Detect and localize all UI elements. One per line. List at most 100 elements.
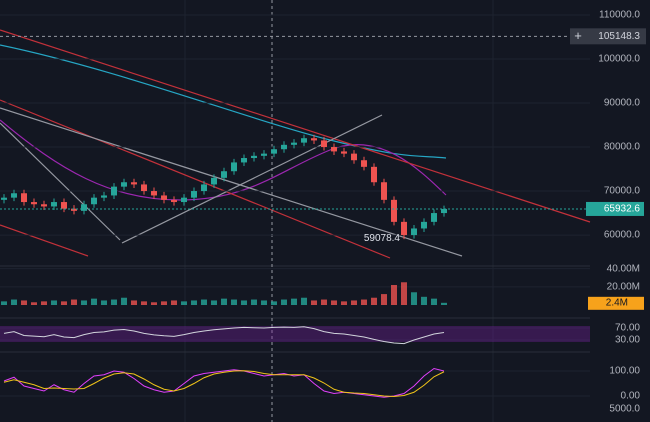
y-tick-label: 110000.0	[599, 10, 640, 21]
candle-body	[231, 162, 237, 172]
volume-bar	[251, 299, 257, 305]
candle-body	[21, 193, 27, 203]
volume-bar	[221, 298, 227, 305]
trend-line	[0, 224, 89, 257]
volume-bar	[311, 300, 317, 305]
candle-body	[341, 151, 347, 154]
y-tick-label: 5000.0	[609, 404, 640, 415]
candle-body	[381, 182, 387, 200]
volume-bar	[241, 300, 247, 305]
volume-bar	[301, 297, 307, 305]
volume-bar	[71, 299, 77, 305]
volume-bar	[111, 299, 117, 305]
price-axis: 60000.0 70000.0 80000.0 90000.0 100000.0 1100…	[570, 10, 646, 415]
volume-box	[588, 296, 644, 310]
candle-body	[121, 182, 127, 187]
candle-body	[371, 166, 377, 183]
volume-bar	[321, 299, 327, 305]
volume-bar	[331, 300, 337, 305]
y-tick-label: 20.00M	[607, 281, 640, 292]
volume-bar	[391, 285, 397, 305]
volume-bar	[201, 299, 207, 305]
trend-line	[0, 122, 121, 241]
candle-body	[101, 195, 107, 198]
volume-bar	[171, 300, 177, 305]
candle-body	[61, 202, 67, 209]
volume-bar	[441, 302, 447, 305]
volume-bar	[291, 298, 297, 305]
candle-body	[321, 140, 327, 148]
volume-bar	[191, 300, 197, 305]
candle-body	[401, 221, 407, 236]
y-tick-label: 100000.0	[598, 54, 640, 65]
volume-bar	[421, 296, 427, 305]
crosshair-plus: +	[574, 28, 582, 43]
trend-line	[121, 114, 383, 244]
volume-bar	[161, 301, 167, 305]
volume-bar	[131, 300, 137, 305]
y-tick-label: 40.00M	[607, 263, 640, 274]
y-tick-label: 90000.0	[604, 98, 641, 109]
candle-body	[31, 202, 37, 205]
volume-bar	[351, 300, 357, 305]
low-annotation: 59078.4	[364, 233, 401, 244]
candle-body	[421, 221, 427, 229]
candle-body	[211, 177, 217, 185]
volume-bar	[341, 301, 347, 305]
volume-bar	[261, 300, 267, 305]
volume-bar	[411, 292, 417, 305]
volume-bar	[151, 302, 157, 305]
candle-body	[291, 142, 297, 145]
volume-bar	[101, 300, 107, 305]
candle-body	[241, 158, 247, 163]
candle-body	[361, 160, 367, 167]
volume-bar	[81, 300, 87, 305]
y-tick-label: 70.00	[615, 323, 640, 334]
volume-bar	[371, 297, 377, 305]
trend-line	[0, 99, 391, 259]
candle-body	[91, 197, 97, 205]
candle-body	[441, 208, 447, 214]
last-price-label: 65932.6	[604, 204, 641, 215]
volume-bar	[21, 300, 27, 305]
volume-bar	[361, 299, 367, 305]
candle-body	[301, 138, 307, 143]
y-tick-label: 70000.0	[604, 186, 641, 197]
trend-line	[0, 29, 591, 223]
indicator-line	[3, 326, 445, 345]
candle-body	[251, 155, 257, 159]
candle-body	[271, 149, 277, 154]
indicator-line	[3, 370, 445, 398]
candle-body	[391, 199, 397, 222]
volume-bar	[141, 301, 147, 305]
candle-body	[71, 208, 77, 211]
candle-body	[161, 195, 167, 200]
volume-bar	[51, 300, 57, 305]
candle-body	[431, 213, 437, 222]
candle-body	[81, 204, 87, 211]
volume-bar	[41, 301, 47, 305]
crosshair-label: 105148.3	[598, 31, 640, 42]
volume-bar	[401, 282, 407, 305]
candle-body	[151, 191, 157, 196]
candle-body	[201, 184, 207, 192]
volume-bar	[61, 301, 67, 305]
candle-body	[41, 204, 47, 207]
candle-body	[131, 182, 137, 185]
candle-body	[171, 199, 177, 203]
volume-label: 2.4M	[606, 297, 628, 308]
candle-body	[221, 171, 227, 178]
moving-average	[0, 44, 447, 159]
volume-bar	[11, 299, 17, 305]
candle-body	[51, 202, 57, 207]
volume-bar	[381, 294, 387, 305]
volume-bar	[31, 302, 37, 305]
rsi-band	[0, 326, 590, 342]
crosshair-box	[570, 28, 646, 45]
trend-line	[0, 107, 463, 257]
y-tick-label: 30.00	[615, 335, 640, 346]
candle-body	[111, 186, 117, 196]
volume-bar	[1, 301, 7, 305]
